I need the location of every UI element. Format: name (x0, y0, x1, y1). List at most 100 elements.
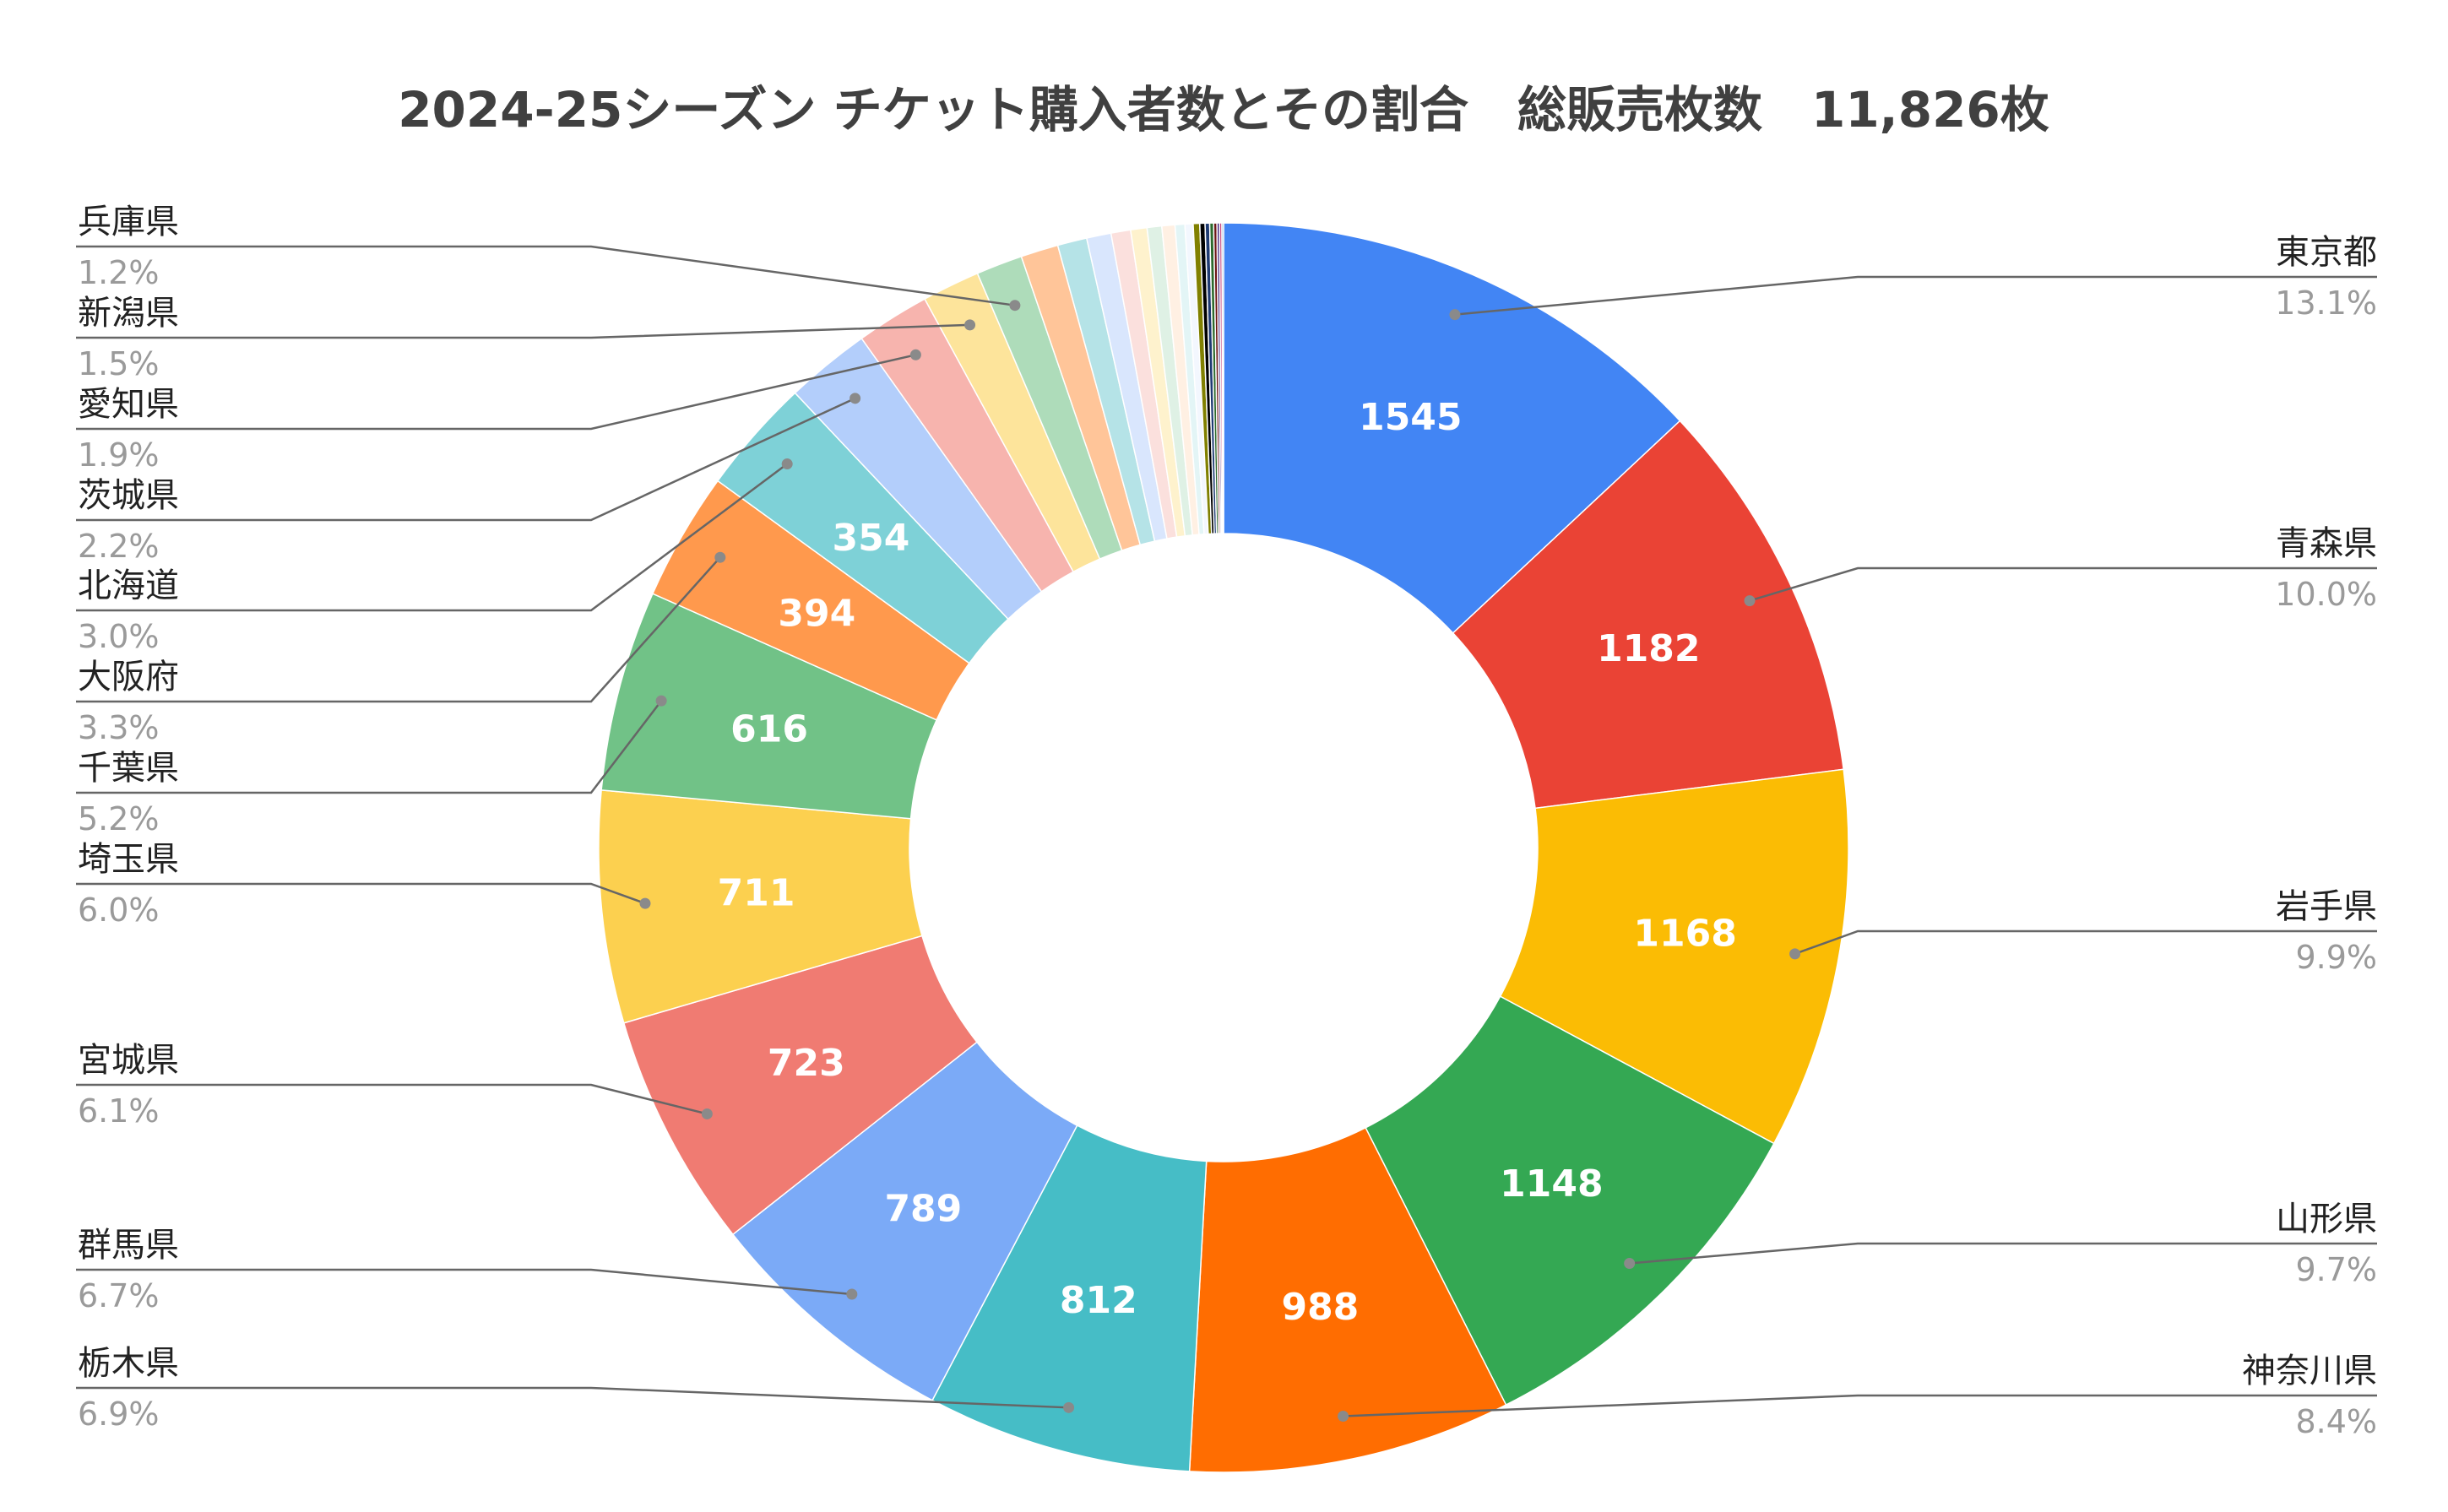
legend-name: 東京都 (2276, 233, 2377, 272)
legend-percent: 2.2% (78, 528, 160, 565)
legend-percent: 6.1% (78, 1092, 160, 1130)
slice-岩手県 (1499, 768, 1849, 1145)
chart-title: 2024-25シーズン チケット購入者数とその割合 総販売枚数 11,826枚 (398, 81, 2049, 138)
leader-line (1343, 1394, 2377, 1417)
value-label: 1168 (1633, 913, 1736, 956)
legend-name: 埼玉県 (78, 840, 179, 879)
slice-神奈川県 (1188, 1126, 1507, 1473)
leader-dot (1009, 300, 1021, 312)
leader-dot (1063, 1401, 1075, 1413)
legend-percent: 3.3% (78, 709, 160, 746)
slices (598, 222, 1849, 1473)
leader-line (76, 556, 721, 703)
slice-東京都 (1223, 222, 1681, 634)
slice-栃木県 (931, 1125, 1208, 1472)
legend-name: 大阪府 (78, 658, 179, 696)
legend-name: 茨城県 (78, 476, 179, 515)
legend-name: 愛知県 (78, 385, 179, 424)
value-label: 354 (833, 517, 910, 560)
legend-percent: 6.0% (78, 891, 160, 929)
value-label: 812 (1060, 1279, 1137, 1322)
leader-line (1454, 275, 2377, 316)
slice-other-32 (1221, 222, 1224, 534)
legend-item: 新潟県 1.5% (76, 294, 976, 382)
legend-percent: 1.5% (78, 345, 160, 382)
legend-item: 神奈川県 8.4% (1338, 1352, 2377, 1440)
value-label: 711 (718, 871, 795, 914)
leader-line (76, 397, 856, 522)
value-label: 789 (884, 1187, 962, 1230)
leader-line (76, 1083, 708, 1115)
legend-item: 兵庫県 1.2% (76, 203, 1021, 312)
legend-item: 群馬県 6.7% (76, 1226, 858, 1314)
leader-line (1629, 1242, 2377, 1265)
legend-name: 北海道 (78, 566, 179, 605)
legend-percent: 3.0% (78, 618, 160, 655)
value-label: 1148 (1500, 1162, 1603, 1206)
legend-percent: 9.7% (2295, 1251, 2377, 1288)
legend-item: 北海道 3.0% (76, 458, 793, 655)
legend-name: 栃木県 (78, 1344, 179, 1383)
legend-percent: 13.1% (2275, 285, 2377, 322)
legend-item: 山形県 9.7% (1624, 1200, 2377, 1288)
legend-item: 東京都 13.1% (1449, 233, 2377, 322)
leader-dot (1744, 595, 1756, 607)
leader-line (76, 245, 1016, 306)
legend-name: 兵庫県 (78, 203, 179, 241)
leader-line (1749, 566, 2377, 602)
leader-dot (964, 319, 976, 331)
value-label: 394 (778, 592, 855, 635)
legend-percent: 6.9% (78, 1395, 160, 1433)
legend-item: 宮城県 6.1% (76, 1041, 713, 1130)
legend-name: 神奈川県 (2242, 1352, 2377, 1390)
leader-dot (849, 393, 861, 404)
legend-name: 宮城県 (78, 1041, 179, 1080)
legend-percent: 8.4% (2295, 1403, 2377, 1440)
slice-山形県 (1365, 995, 1775, 1406)
value-label: 988 (1281, 1286, 1359, 1329)
leader-dot (714, 551, 726, 563)
leader-dot (1338, 1410, 1349, 1422)
leader-line (76, 323, 970, 339)
leader-line (76, 1268, 852, 1296)
legend-percent: 5.2% (78, 800, 160, 837)
leader-dot (781, 458, 793, 470)
legend-item: 愛知県 1.9% (76, 349, 921, 474)
leader-line (76, 700, 663, 794)
leader-dot (1624, 1258, 1636, 1270)
leader-dot (701, 1108, 713, 1119)
legend-name: 青森県 (2276, 524, 2377, 563)
value-label: 1545 (1359, 396, 1462, 439)
legend-item: 埼玉県 6.0% (76, 840, 651, 929)
leader-line (1794, 929, 2377, 956)
legend-item: 千葉県 5.2% (76, 695, 667, 837)
leader-dot (1449, 309, 1461, 321)
legend-name: 群馬県 (78, 1226, 179, 1265)
legend-percent: 1.2% (78, 254, 160, 291)
leader-dot (846, 1288, 858, 1300)
legend-item: 岩手県 9.9% (1789, 887, 2377, 976)
legend-percent: 9.9% (2295, 939, 2377, 976)
legend-name: 千葉県 (78, 749, 179, 788)
legend-percent: 1.9% (78, 436, 160, 474)
slice-青森県 (1452, 420, 1845, 810)
value-labels: 1545 1182 1168 1148 988 812 789 723 711 616 394 354 (718, 396, 1737, 1329)
legend-item: 茨城県 2.2% (76, 393, 861, 565)
leader-line (76, 1386, 1069, 1409)
leader-dot (639, 897, 651, 909)
leader-dot (655, 695, 667, 707)
leader-dot (1789, 948, 1801, 960)
leader-dot (909, 349, 921, 360)
leader-line (76, 354, 916, 431)
value-label: 616 (730, 708, 808, 751)
legend-percent: 10.0% (2275, 576, 2377, 613)
legend-labels: 兵庫県 1.2%新潟県 1.5%愛知県 1.9%茨城県 2.2%北海道 3.0%大阪府 3.… (76, 203, 2377, 1440)
legend-item: 大阪府 3.3% (76, 551, 726, 746)
leader-line (76, 463, 788, 612)
legend-item: 青森県 10.0% (1744, 524, 2377, 613)
legend-name: 山形県 (2276, 1200, 2377, 1238)
value-label: 1182 (1597, 627, 1700, 670)
legend-item: 栃木県 6.9% (76, 1344, 1075, 1433)
leader-line (76, 882, 646, 905)
